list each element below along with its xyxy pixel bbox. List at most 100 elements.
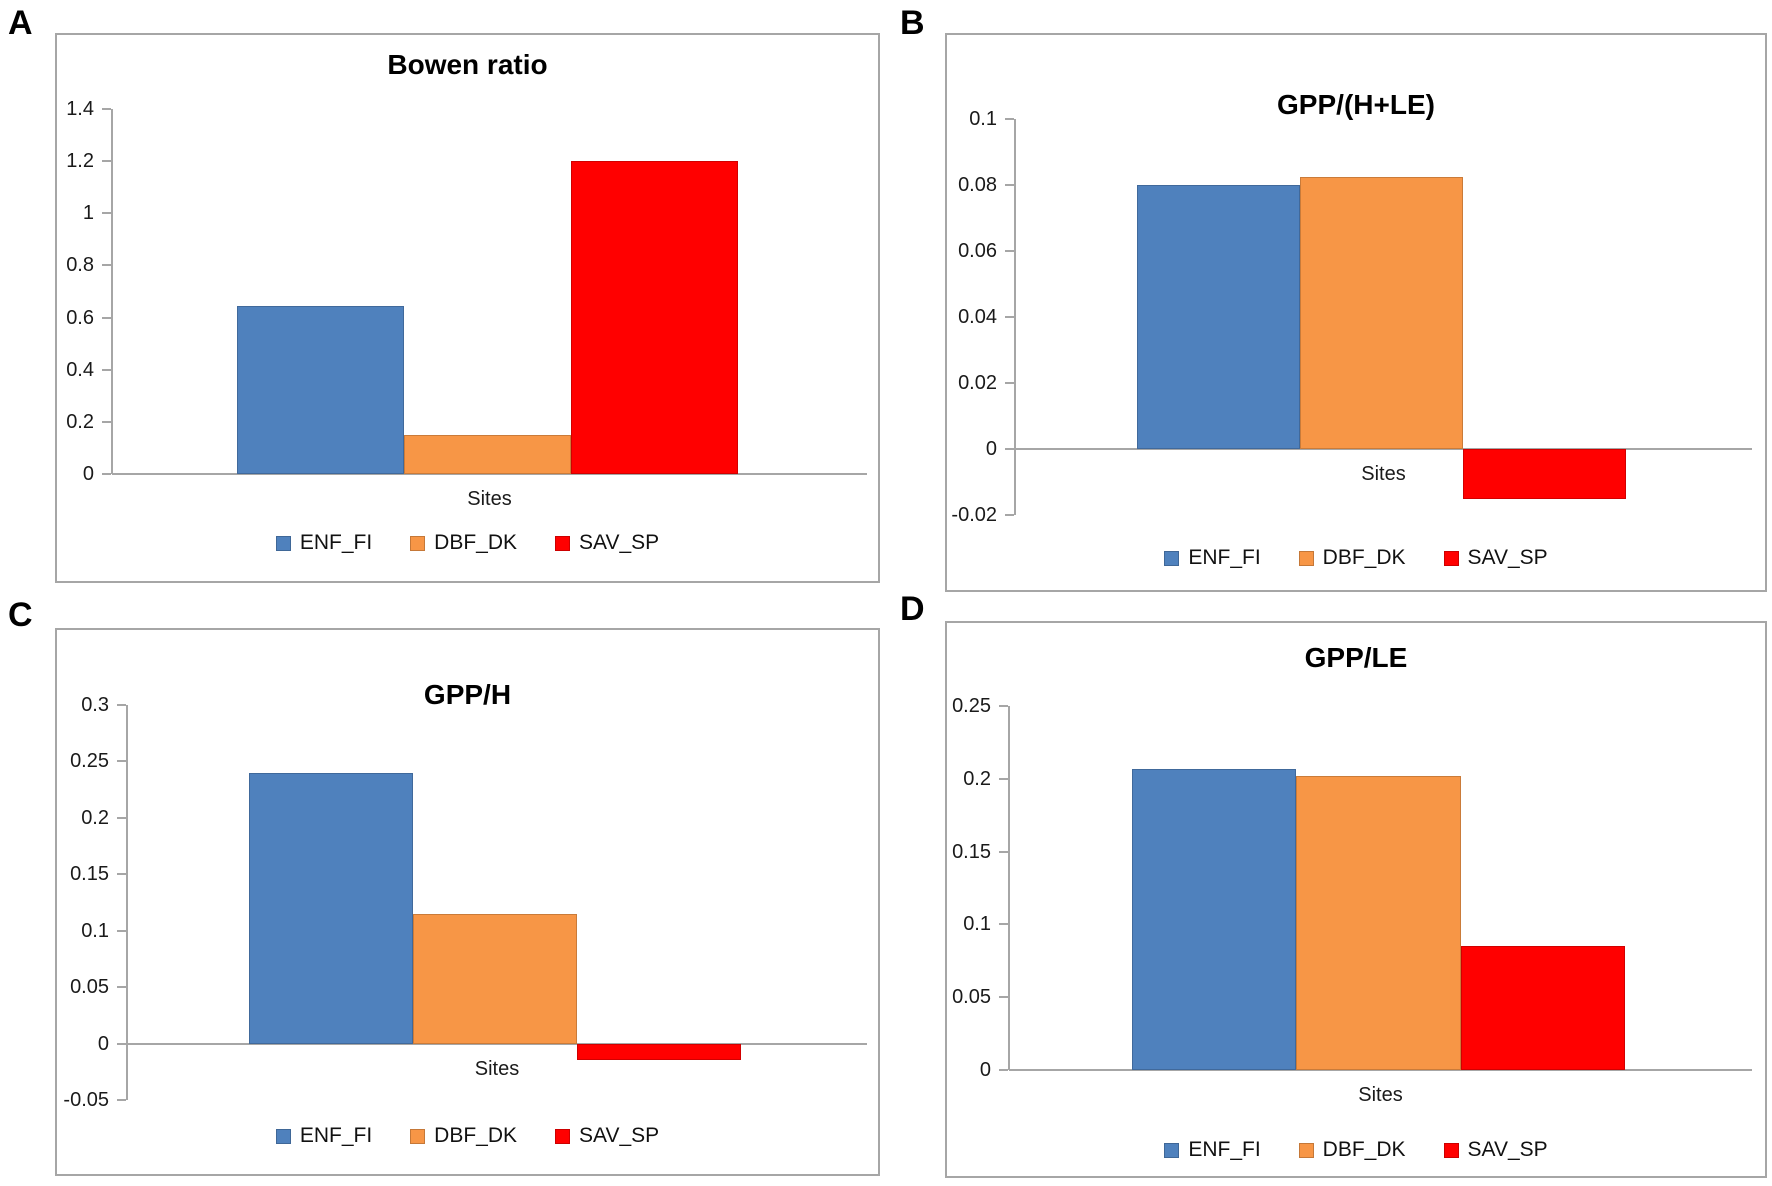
bar-enf-fi xyxy=(1131,768,1297,1070)
x-axis-title: Sites xyxy=(1361,463,1406,485)
bar-dbf-dk xyxy=(1296,775,1461,1070)
bar-enf-fi xyxy=(249,772,413,1044)
chart-title: GPP/LE xyxy=(1304,642,1408,673)
legend-color-swatch xyxy=(555,1128,571,1144)
y-tick-label: 0 xyxy=(979,1059,991,1081)
y-tick-label: 0.05 xyxy=(70,976,109,999)
legend-label: SAV_SP xyxy=(579,531,660,554)
legend-item-sav-sp: SAV_SP xyxy=(1443,1138,1548,1162)
y-tick-mark xyxy=(117,704,126,706)
y-tick-mark xyxy=(102,108,111,110)
legend-item-dbf-dk: DBF_DK xyxy=(1298,546,1406,570)
y-tick-mark xyxy=(999,1069,1008,1071)
legend-color-swatch xyxy=(410,1128,426,1144)
legend-color-swatch xyxy=(1443,1142,1459,1158)
legend-label: ENF_FI xyxy=(299,1124,373,1147)
legend-color-swatch xyxy=(410,535,426,551)
x-axis-line xyxy=(1015,448,1752,450)
legend-label: DBF_DK xyxy=(1322,546,1406,569)
legend-label: SAV_SP xyxy=(1467,1138,1548,1161)
chart-title: GPP/H xyxy=(423,679,512,710)
legend-item-enf-fi: ENF_FI xyxy=(275,531,372,555)
y-tick-label: 1 xyxy=(82,202,94,225)
y-tick-label: 1.4 xyxy=(66,98,94,120)
y-tick-mark xyxy=(117,929,126,932)
y-tick-label: 0.25 xyxy=(70,750,109,773)
legend: ENF_FI DBF_DK SAV_SP xyxy=(57,1124,878,1148)
y-tick-mark xyxy=(117,1099,126,1101)
y-tick-label: 0.06 xyxy=(958,240,997,262)
y-tick-label: 1.2 xyxy=(66,150,94,173)
y-tick-mark xyxy=(102,316,111,319)
y-axis-line xyxy=(126,705,128,1100)
panel-gpp-le: GPP/LE 0 0.05 0.1 0.15 0.2 0.25 Sites ENF_FI D… xyxy=(945,621,1767,1178)
y-tick-label: 0.1 xyxy=(963,913,991,936)
y-tick-mark xyxy=(1005,184,1014,186)
y-tick-label: -0.05 xyxy=(63,1089,109,1111)
y-tick-mark xyxy=(102,212,111,215)
chart-title: Bowen ratio xyxy=(387,49,548,80)
legend-color-swatch xyxy=(1443,550,1459,566)
y-tick-mark xyxy=(117,816,126,819)
legend-color-swatch xyxy=(1298,550,1314,566)
y-tick-mark xyxy=(102,264,111,267)
legend: ENF_FI DBF_DK SAV_SP xyxy=(947,546,1765,570)
legend-color-swatch xyxy=(1164,550,1180,566)
plot-area: -0.02 0 0.02 0.04 0.06 0.08 0.1 xyxy=(951,108,1752,526)
panel-letter-a: A xyxy=(8,4,33,42)
y-axis-line xyxy=(1008,706,1010,1070)
x-axis-title: Sites xyxy=(474,1057,520,1080)
y-axis-line xyxy=(111,109,113,474)
y-tick-label: 0.25 xyxy=(952,695,991,717)
y-tick-label: 0.8 xyxy=(66,254,94,277)
legend-color-swatch xyxy=(275,535,291,551)
y-tick-mark xyxy=(117,760,126,763)
y-tick-mark xyxy=(999,923,1008,926)
bar-dbf-dk xyxy=(403,434,572,474)
x-axis-line xyxy=(127,1042,867,1045)
legend-item-sav-sp: SAV_SP xyxy=(1443,546,1548,570)
x-axis-line xyxy=(112,473,867,475)
x-axis-title: Sites xyxy=(467,488,512,510)
y-tick-label: 0.05 xyxy=(952,986,991,1009)
plot-area: 0 0.05 0.1 0.15 0.2 0.25 xyxy=(952,695,1752,1081)
x-axis-line xyxy=(1009,1069,1752,1071)
bar-sav-sp xyxy=(571,161,739,474)
plot-area: -0.05 0 0.05 0.1 0.15 0.2 0.25 0.3 xyxy=(63,694,867,1111)
legend-item-enf-fi: ENF_FI xyxy=(1164,1138,1261,1162)
y-tick-label: -0.02 xyxy=(951,504,997,526)
y-tick-mark xyxy=(999,850,1008,853)
y-tick-mark xyxy=(999,996,1008,999)
y-tick-label: 0.2 xyxy=(66,410,94,433)
y-tick-label: 0.02 xyxy=(958,372,997,394)
legend-label: SAV_SP xyxy=(579,1124,660,1147)
y-tick-mark xyxy=(1005,448,1014,450)
y-tick-label: 0.2 xyxy=(963,767,991,790)
y-tick-label: 0.3 xyxy=(81,694,109,716)
legend-item-enf-fi: ENF_FI xyxy=(1164,546,1261,570)
y-tick-mark xyxy=(1005,514,1014,516)
y-tick-mark xyxy=(102,473,111,475)
y-tick-label: 0 xyxy=(985,438,997,460)
legend-label: DBF_DK xyxy=(434,1124,518,1147)
panel-bowen-ratio: Bowen ratio 0 0.2 0.4 0.6 0.8 1 1.2 1.4 Sites E… xyxy=(55,33,880,583)
y-tick-label: 0.1 xyxy=(81,919,109,942)
y-tick-mark xyxy=(999,777,1008,780)
panel-letter-b: B xyxy=(900,4,925,42)
legend-item-dbf-dk: DBF_DK xyxy=(410,1124,517,1148)
bar-enf-fi xyxy=(1136,185,1300,449)
bar-sav-sp xyxy=(1460,946,1626,1070)
legend-label: SAV_SP xyxy=(1467,546,1548,569)
y-tick-mark xyxy=(102,368,111,371)
panel-gpp-h: GPP/H -0.05 0 0.05 0.1 0.15 0.2 0.25 0.3 Sites … xyxy=(55,628,880,1176)
y-tick-label: 0 xyxy=(97,1032,109,1055)
panel-letter-d: D xyxy=(900,590,925,628)
y-tick-label: 0.1 xyxy=(969,108,997,130)
y-tick-mark xyxy=(1005,316,1014,318)
y-tick-label: 0.2 xyxy=(81,806,109,829)
y-tick-label: 0.4 xyxy=(66,358,94,381)
legend-item-sav-sp: SAV_SP xyxy=(555,531,659,555)
legend-label: ENF_FI xyxy=(1188,1138,1261,1161)
panel-gpp-h-plus-le: GPP/(H+LE) -0.02 0 0.02 0.04 0.06 0.08 0.1 Sit… xyxy=(945,33,1767,592)
y-axis-line xyxy=(1014,119,1016,515)
